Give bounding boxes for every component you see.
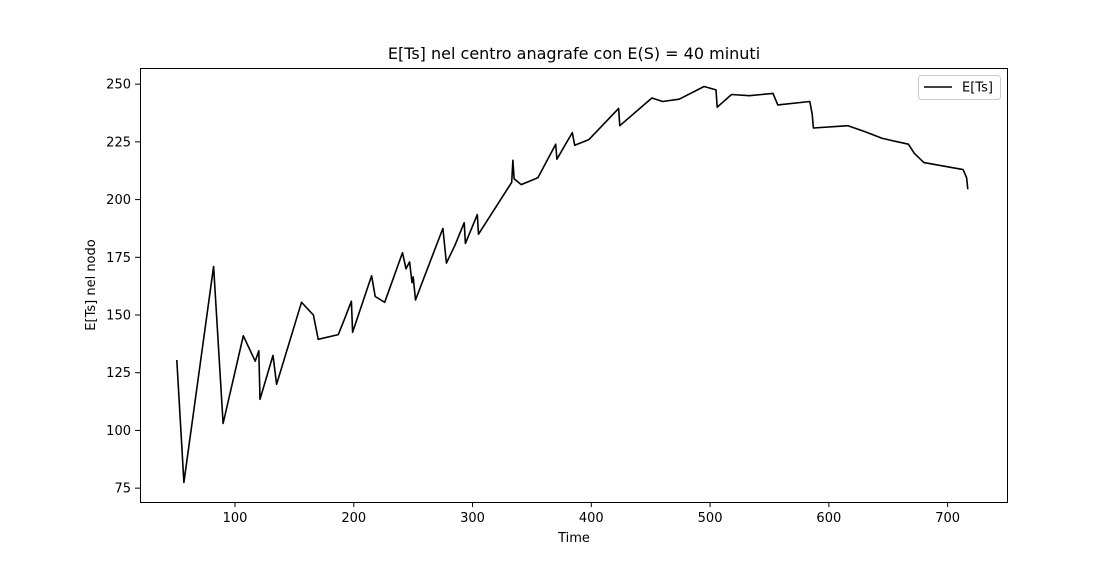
legend-box <box>918 75 1001 100</box>
x-tick-label: 100 <box>223 511 248 526</box>
y-tick-label: 75 <box>114 482 131 497</box>
x-tick-label: 600 <box>816 511 841 526</box>
y-tick-label: 100 <box>106 424 131 439</box>
y-tick-label: 200 <box>106 193 131 208</box>
chart-title: E[Ts] nel centro anagrafe con E(S) = 40 … <box>388 44 760 63</box>
y-axis-label: E[Ts] nel nodo <box>84 239 99 330</box>
y-tick-label: 125 <box>106 366 131 381</box>
x-tick-label: 200 <box>341 511 366 526</box>
y-tick-label: 250 <box>106 78 131 93</box>
y-axis-ticks: 75 100 125 150 175 200 225 250 <box>106 78 140 497</box>
x-tick-label: 700 <box>935 511 960 526</box>
series-line-0 <box>176 85 969 484</box>
y-tick-label: 225 <box>106 135 131 150</box>
x-axis-ticks: 100 200 300 400 500 600 700 <box>223 502 960 526</box>
plot-area <box>176 85 969 484</box>
y-tick-label: 175 <box>106 251 131 266</box>
plot-frame <box>140 68 1008 503</box>
legend: E[Ts] <box>918 75 1001 100</box>
x-tick-label: 300 <box>460 511 485 526</box>
x-axis-label: Time <box>557 531 590 546</box>
x-tick-label: 400 <box>579 511 604 526</box>
x-tick-label: 500 <box>698 511 723 526</box>
legend-entry-ets: E[Ts] <box>962 81 993 96</box>
y-tick-label: 150 <box>106 309 131 324</box>
